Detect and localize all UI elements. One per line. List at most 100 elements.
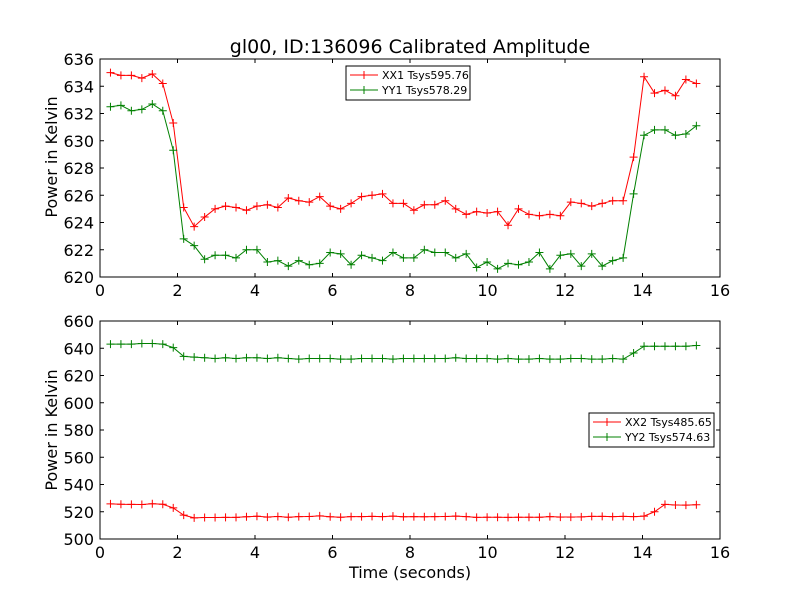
data-point [273, 512, 282, 521]
data-point [263, 513, 272, 522]
data-point [598, 262, 607, 271]
data-point [347, 512, 356, 521]
data-point [368, 512, 377, 521]
data-point [462, 210, 471, 219]
x-tick-label: 0 [95, 543, 105, 562]
data-point [535, 513, 544, 522]
data-point [148, 69, 157, 78]
data-point [472, 513, 481, 522]
data-point [441, 354, 450, 363]
data-point [409, 253, 418, 262]
x-tick-label: 14 [632, 543, 652, 562]
data-point [660, 342, 669, 351]
y-tick-label: 632 [63, 105, 94, 124]
y-tick-label: 634 [63, 77, 94, 96]
data-point [273, 203, 282, 212]
legend-marker [603, 433, 611, 441]
data-point [483, 354, 492, 363]
data-point [179, 352, 188, 361]
legend-label: XX1 Tsys595.76 [382, 69, 469, 82]
data-point [441, 248, 450, 257]
data-point [598, 355, 607, 364]
data-point [242, 353, 251, 362]
legend-marker [360, 86, 368, 94]
data-point [556, 251, 565, 260]
data-point [514, 260, 523, 269]
data-point [106, 499, 115, 508]
data-point [357, 512, 366, 521]
data-point [629, 189, 638, 198]
data-point [263, 200, 272, 209]
data-point [629, 512, 638, 521]
y-tick-label: 636 [63, 50, 94, 69]
x-tick-label: 10 [477, 543, 497, 562]
data-point [169, 343, 178, 352]
y-tick-label: 560 [63, 448, 94, 467]
data-point [692, 121, 701, 130]
data-point [504, 354, 513, 363]
x-tick-label: 16 [710, 281, 730, 300]
data-point [493, 355, 502, 364]
data-point [211, 251, 220, 260]
data-point [399, 354, 408, 363]
data-point [556, 513, 565, 522]
data-point [127, 71, 136, 80]
legend-label: XX2 Tsys485.65 [625, 416, 712, 429]
data-point [692, 500, 701, 509]
data-point [294, 196, 303, 205]
data-point [116, 71, 125, 80]
data-point [650, 507, 659, 516]
data-point [137, 339, 146, 348]
data-point [116, 340, 125, 349]
data-point [336, 204, 345, 213]
data-point [294, 355, 303, 364]
data-point [158, 106, 167, 115]
data-point [221, 251, 230, 260]
data-point [263, 258, 272, 267]
y-tick-label: 520 [63, 503, 94, 522]
data-point [200, 353, 209, 362]
data-point [462, 354, 471, 363]
data-point [671, 91, 680, 100]
data-point [294, 256, 303, 265]
data-point [347, 355, 356, 364]
data-point [608, 512, 617, 521]
data-point [409, 206, 418, 215]
data-point [524, 513, 533, 522]
top-panel: 0 2 4 6 8 10 12 14 16 620 622 624 626 628 630 632 634 636… [63, 50, 730, 300]
data-point [169, 503, 178, 512]
data-point [524, 258, 533, 267]
data-point [221, 202, 230, 211]
data-point [430, 512, 439, 521]
x-tick-label: 4 [250, 281, 260, 300]
data-point [587, 512, 596, 521]
data-point [472, 207, 481, 216]
x-tick-label: 6 [327, 543, 337, 562]
legend-label: YY2 Tsys574.63 [624, 431, 710, 444]
data-point [514, 355, 523, 364]
data-point [284, 354, 293, 363]
data-point [326, 512, 335, 521]
data-point [671, 342, 680, 351]
x-tick-label: 2 [172, 281, 182, 300]
y-tick-label: 600 [63, 394, 94, 413]
data-point [242, 245, 251, 254]
data-point [598, 512, 607, 521]
y-tick-label: 500 [63, 530, 94, 549]
legend-label: YY1 Tsys578.29 [381, 84, 467, 97]
x-tick-label: 16 [710, 543, 730, 562]
data-point [504, 259, 513, 268]
data-point [409, 354, 418, 363]
data-point [420, 200, 429, 209]
data-point [232, 354, 241, 363]
data-point [619, 512, 628, 521]
x-tick-label: 12 [555, 543, 575, 562]
data-point [378, 189, 387, 198]
data-point [357, 192, 366, 201]
data-point [232, 253, 241, 262]
data-point [357, 354, 366, 363]
data-point [483, 258, 492, 267]
x-tick-label: 8 [405, 543, 415, 562]
data-point [336, 355, 345, 364]
data-point [660, 86, 669, 95]
